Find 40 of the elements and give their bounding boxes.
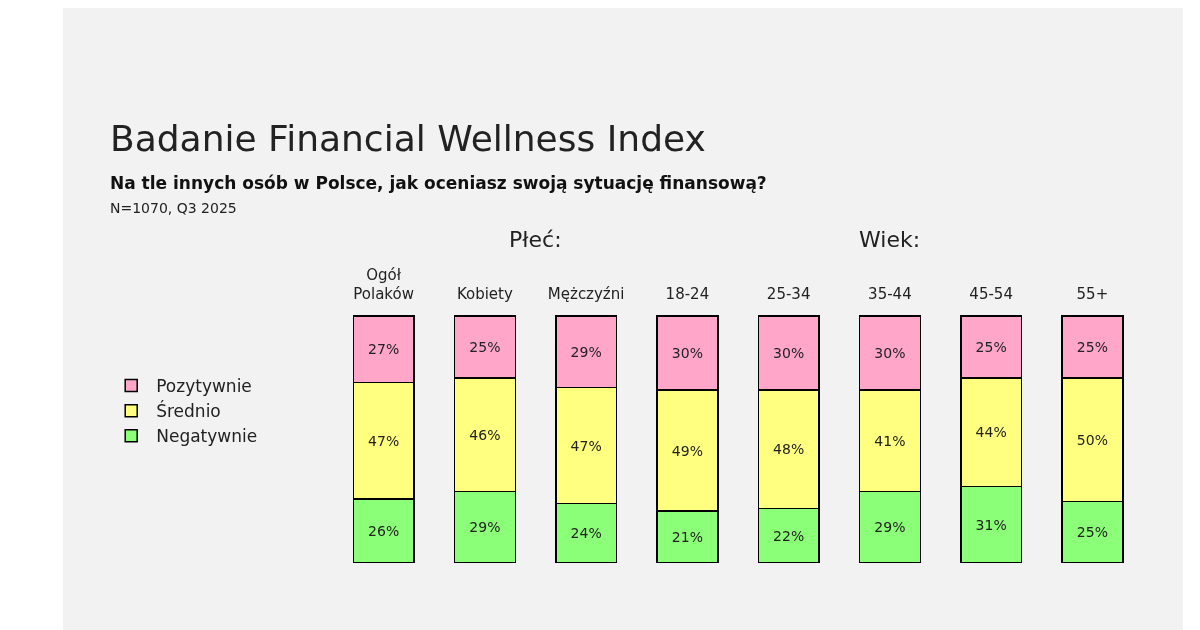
data-label: 25% <box>1076 524 1108 541</box>
text: Wiek: <box>859 227 921 252</box>
data-label: 31% <box>975 516 1007 533</box>
data-label: 48% <box>773 441 805 458</box>
data-label: 25% <box>1076 338 1108 355</box>
data-label: 29% <box>570 343 602 360</box>
data-label: 27% <box>368 341 400 358</box>
data-label: 47% <box>570 437 602 454</box>
x-tick-label: 25-34 <box>766 285 811 303</box>
data-label: 30% <box>874 345 906 362</box>
data-label: 29% <box>874 519 906 536</box>
data-label: 41% <box>874 432 906 449</box>
data-label: 29% <box>469 519 501 536</box>
data-label: 30% <box>773 345 805 362</box>
legend-label: Średnio <box>156 400 221 422</box>
x-tick-label: 35-44 <box>868 285 912 303</box>
data-label: 47% <box>368 432 400 449</box>
legend-label: Pozytywnie <box>156 376 252 397</box>
chart-subtitle: Na tle innych osób w Polsce, jak oceniasz swoją sytuację finansową? <box>110 173 767 193</box>
data-label: 26% <box>368 522 400 539</box>
data-label: 30% <box>671 345 703 362</box>
x-tick-label: 45-54 <box>969 285 1013 303</box>
legend-label: Negatywnie <box>156 426 258 447</box>
x-tick-label: 18-24 <box>665 285 710 303</box>
data-label: 22% <box>773 527 805 544</box>
data-label: 44% <box>975 424 1007 441</box>
chart-title: Badanie Financial Wellness Index <box>110 118 706 159</box>
x-tick-label: 55+ <box>1076 285 1109 303</box>
text: Płeć: <box>509 227 562 252</box>
data-label: 46% <box>469 426 501 443</box>
data-label: 21% <box>671 529 703 546</box>
x-tick-label: Mężczyźni <box>547 285 625 303</box>
data-label: 25% <box>469 338 501 355</box>
text: N=1070, Q3 2025 <box>110 200 237 216</box>
data-label: 25% <box>975 338 1007 355</box>
data-label: 24% <box>570 525 602 542</box>
x-tick-label: Kobiety <box>456 285 513 303</box>
x-tick-label: Ogół Polaków <box>353 265 414 303</box>
data-label: 49% <box>671 442 703 459</box>
data-label: 50% <box>1076 431 1108 448</box>
